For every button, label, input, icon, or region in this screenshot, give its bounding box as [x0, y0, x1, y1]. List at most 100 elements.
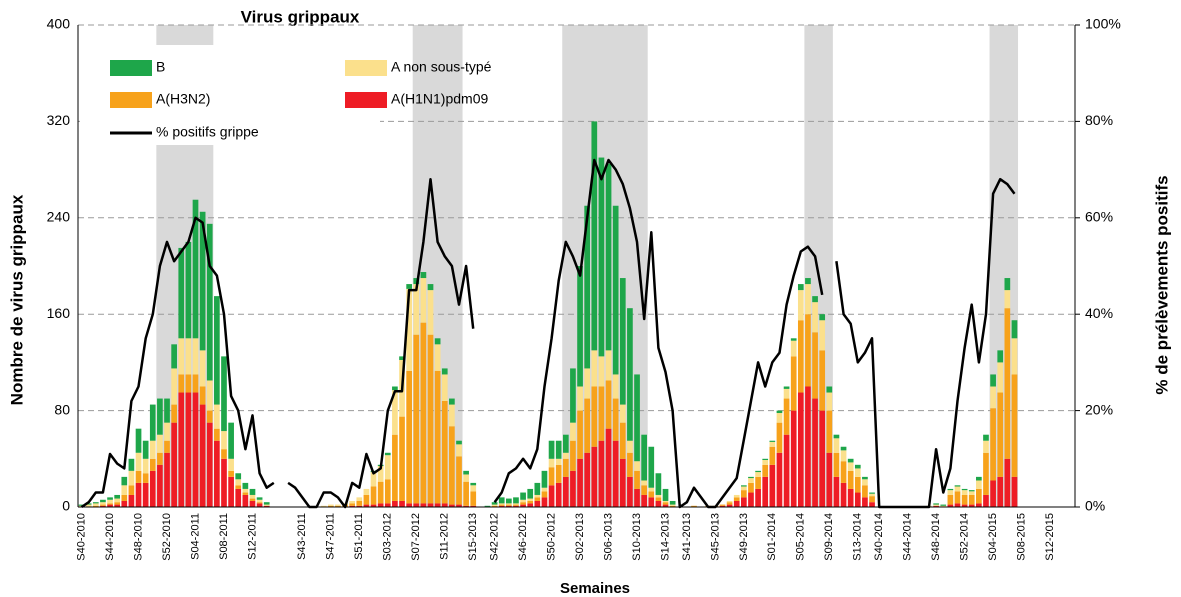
x-tick-label: S01-2014	[766, 513, 778, 561]
bar-segment	[256, 502, 263, 504]
bar-segment	[392, 500, 398, 507]
bar-segment	[413, 503, 420, 507]
bar-segment	[641, 485, 648, 495]
bar-segment	[741, 490, 747, 498]
x-tick-label: S51-2011	[353, 513, 365, 560]
bar-segment	[221, 458, 227, 507]
bar-segment	[107, 497, 113, 500]
bar-segment	[114, 502, 121, 505]
bar-segment	[769, 441, 776, 447]
bar-segment	[135, 428, 142, 453]
bar-segment	[555, 440, 562, 459]
bar-segment	[990, 408, 996, 481]
bar-segment	[513, 504, 519, 506]
bar-segment	[370, 472, 377, 487]
bar-segment	[819, 314, 826, 321]
x-tick-label: S45-2013	[709, 513, 721, 561]
bar-segment	[627, 476, 633, 507]
bar-segment	[769, 446, 776, 465]
legend-label: B	[156, 59, 165, 75]
bar-segment	[983, 452, 989, 495]
bar-segment	[605, 428, 612, 507]
x-tick-label: S52-2014	[959, 513, 971, 561]
bar-segment	[121, 494, 128, 501]
bar-segment	[505, 504, 512, 506]
bar-segment	[263, 505, 270, 507]
bar-segment	[363, 488, 370, 495]
bar-segment	[107, 504, 113, 507]
bar-segment	[819, 410, 826, 507]
bar-segment	[491, 505, 498, 507]
bar-segment	[534, 500, 541, 507]
bar-segment	[349, 500, 356, 504]
bar-segment	[206, 380, 213, 411]
bar-segment	[413, 334, 420, 504]
bar-segment	[548, 440, 555, 459]
bar-segment	[577, 266, 583, 387]
bar-segment	[363, 504, 370, 507]
bar-segment	[185, 374, 192, 393]
x-tick-label: S06-2013	[602, 513, 614, 561]
x-tick-label: S43-2011	[296, 513, 308, 560]
bar-segment	[790, 340, 797, 357]
bar-segment	[591, 446, 598, 507]
bar-segment	[1004, 290, 1011, 309]
bar-segment	[869, 492, 875, 494]
bar-segment	[157, 434, 163, 453]
bar-segment	[1011, 374, 1018, 477]
bar-segment	[242, 492, 249, 495]
bar-segment	[869, 502, 875, 507]
bar-segment	[171, 368, 177, 405]
bar-segment	[762, 476, 769, 507]
line-series	[80, 158, 1016, 509]
legend-label: A(H3N2)	[156, 91, 210, 107]
bar-segment	[178, 374, 185, 393]
x-tick-label: S48-2014	[930, 513, 942, 561]
bar-segment	[833, 438, 840, 453]
bar-segment	[548, 458, 555, 468]
bar-segment	[812, 296, 818, 303]
bar-segment	[363, 494, 370, 505]
bar-segment	[491, 502, 498, 505]
bar-segment	[983, 440, 989, 453]
bar-segment	[947, 504, 954, 507]
bar-segment	[954, 485, 961, 487]
bar-segment	[1011, 338, 1018, 375]
bar-segment	[634, 461, 640, 471]
bar-segment	[463, 505, 469, 507]
bar-segment	[862, 485, 868, 498]
bar-segment	[434, 370, 441, 504]
bar-segment	[762, 460, 769, 465]
bar-segment	[847, 458, 854, 463]
bar-segment	[164, 440, 170, 453]
bar-segment	[755, 476, 761, 489]
bar-segment	[406, 503, 412, 507]
bar-segment	[833, 434, 840, 439]
x-tick-label: S10-2013	[631, 513, 643, 561]
bar-segment	[783, 388, 790, 399]
bar-segment	[719, 505, 726, 507]
bar-segment	[854, 468, 861, 477]
bar-segment	[940, 504, 947, 506]
y-tick-label: 400	[47, 16, 71, 32]
bar-segment	[78, 504, 85, 506]
bar-segment	[840, 482, 847, 507]
bar-segment	[933, 504, 939, 506]
bar-segment	[249, 494, 256, 499]
bar-segment	[933, 505, 939, 507]
bar-segment	[384, 452, 391, 456]
bar-segment	[854, 492, 861, 507]
bar-segment	[584, 368, 591, 399]
bar-segment	[648, 446, 655, 488]
bar-segment	[185, 392, 192, 507]
bar-segment	[847, 462, 854, 471]
y2-tick-label: 80%	[1085, 112, 1113, 128]
x-tick-label: S02-2013	[574, 513, 586, 561]
y-axis-label: Nombre de virus grippaux	[7, 194, 26, 405]
bar-segment	[797, 392, 804, 507]
bar-segment	[214, 296, 220, 405]
bar-segment	[513, 505, 519, 507]
x-tick-label: S04-2015	[987, 513, 999, 561]
bar-segment	[349, 503, 356, 506]
